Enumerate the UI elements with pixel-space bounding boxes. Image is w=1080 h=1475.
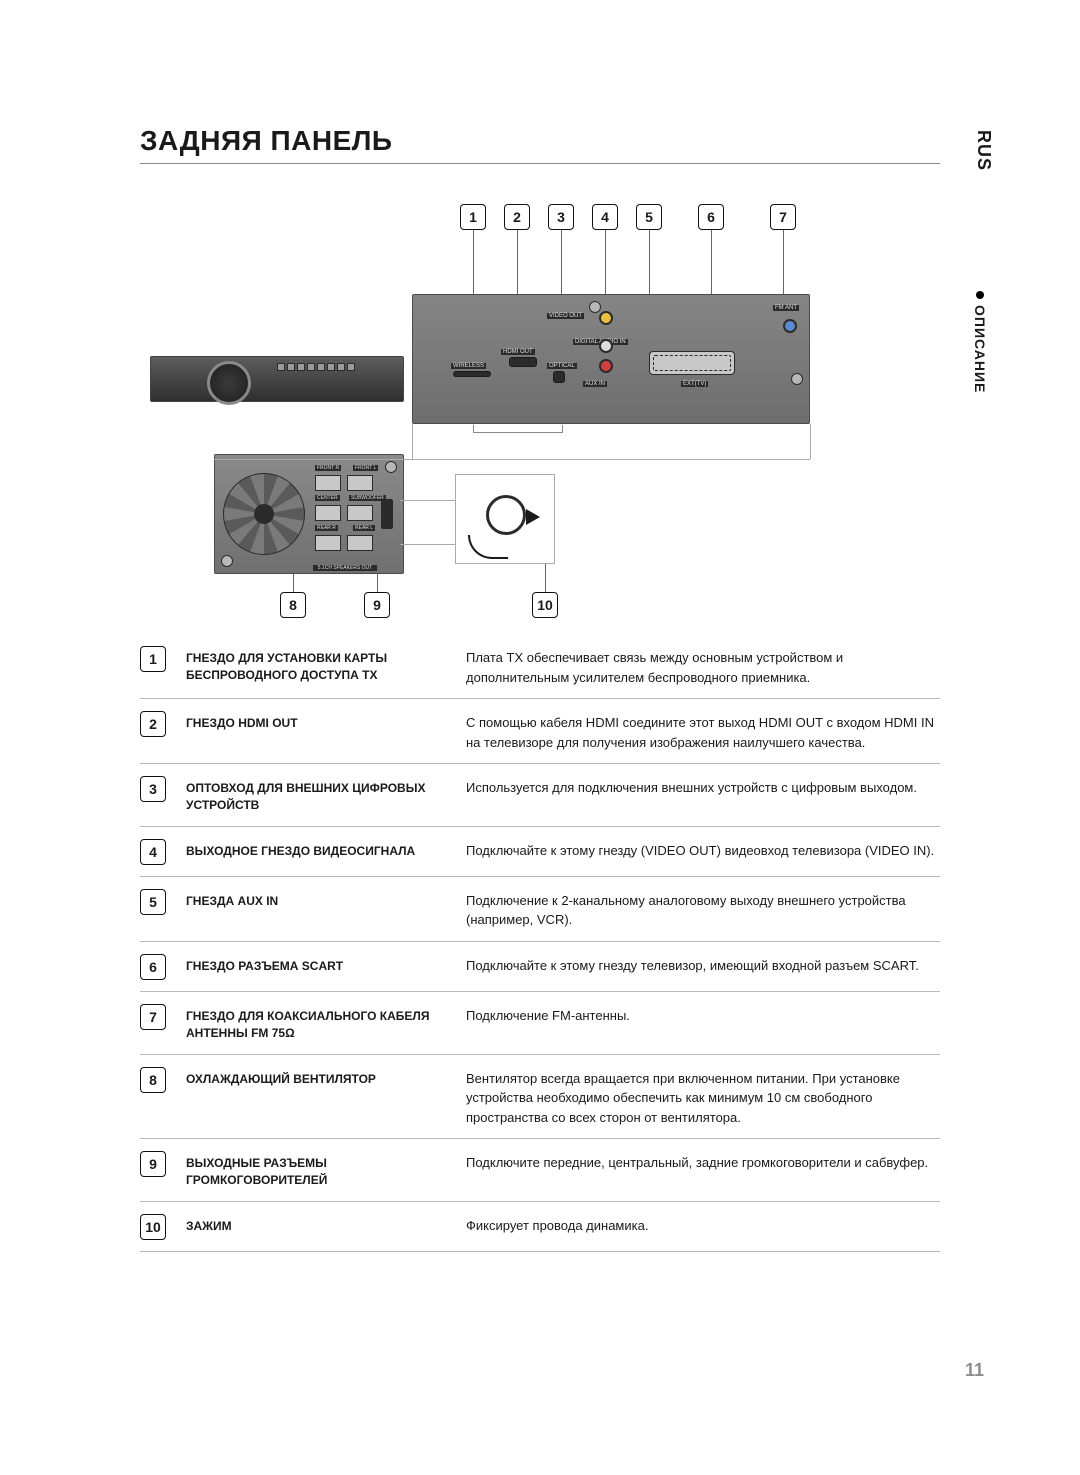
page-title: ЗАДНЯЯ ПАНЕЛЬ — [140, 125, 940, 164]
language-tab: RUS — [973, 130, 994, 171]
row-label: ГНЕЗДО ДЛЯ УСТАНОВКИ КАРТЫ БЕСПРОВОДНОГО… — [186, 646, 466, 685]
row-label: ВЫХОДНОЕ ГНЕЗДО ВИДЕОСИГНАЛА — [186, 839, 466, 860]
row-text: Плата TX обеспечивает связь между основн… — [466, 646, 940, 687]
callout-1: 1 — [460, 204, 486, 230]
callout-2: 2 — [504, 204, 530, 230]
row-number: 8 — [140, 1067, 166, 1093]
callout-4: 4 — [592, 204, 618, 230]
bullet-icon — [976, 291, 984, 299]
callout-7: 7 — [770, 204, 796, 230]
callout-9: 9 — [364, 592, 390, 618]
row-number: 6 — [140, 954, 166, 980]
row-label: ГНЕЗДО РАЗЪЕМА SCART — [186, 954, 466, 975]
table-row: 5 ГНЕЗДА AUX IN Подключение к 2-канально… — [140, 877, 940, 942]
rear-panel: VIDEO OUT HDMI OUT WIRELESS OPTICAL DIGI… — [412, 294, 810, 424]
row-number: 9 — [140, 1151, 166, 1177]
row-text: Подключайте к этому гнезду (VIDEO OUT) в… — [466, 839, 940, 861]
row-number: 2 — [140, 711, 166, 737]
row-text: Подключение FM-антенны. — [466, 1004, 940, 1026]
table-row: 4 ВЫХОДНОЕ ГНЕЗДО ВИДЕОСИГНАЛА Подключай… — [140, 827, 940, 877]
callout-8: 8 — [280, 592, 306, 618]
row-label: ГНЕЗДА AUX IN — [186, 889, 466, 910]
callout-5: 5 — [636, 204, 662, 230]
callout-3: 3 — [548, 204, 574, 230]
row-text: Подключите передние, центральный, задние… — [466, 1151, 940, 1173]
row-number: 5 — [140, 889, 166, 915]
device-side-view — [150, 356, 404, 402]
row-number: 10 — [140, 1214, 166, 1240]
description-table: 1 ГНЕЗДО ДЛЯ УСТАНОВКИ КАРТЫ БЕСПРОВОДНО… — [140, 634, 940, 1252]
callout-6: 6 — [698, 204, 724, 230]
row-label: ГНЕЗДО HDMI OUT — [186, 711, 466, 732]
callout-10: 10 — [532, 592, 558, 618]
page-number: 11 — [965, 1360, 984, 1381]
row-number: 1 — [140, 646, 166, 672]
clamp-detail — [455, 474, 555, 564]
row-label: ГНЕЗДО ДЛЯ КОАКСИАЛЬНОГО КАБЕЛЯ АНТЕННЫ … — [186, 1004, 466, 1043]
row-text: Фиксирует провода динамика. — [466, 1214, 940, 1236]
table-row: 10 ЗАЖИМ Фиксирует провода динамика. — [140, 1202, 940, 1252]
row-label: ВЫХОДНЫЕ РАЗЪЕМЫ ГРОМКОГОВОРИТЕЛЕЙ — [186, 1151, 466, 1190]
row-text: С помощью кабеля HDMI соедините этот вых… — [466, 711, 940, 752]
row-text: Подключайте к этому гнезду телевизор, им… — [466, 954, 940, 976]
row-number: 7 — [140, 1004, 166, 1030]
row-label: ЗАЖИМ — [186, 1214, 466, 1235]
table-row: 6 ГНЕЗДО РАЗЪЕМА SCART Подключайте к это… — [140, 942, 940, 992]
table-row: 3 ОПТОВХОД ДЛЯ ВНЕШНИХ ЦИФРОВЫХ УСТРОЙСТ… — [140, 764, 940, 827]
row-text: Подключение к 2-канальному аналоговому в… — [466, 889, 940, 930]
row-text: Вентилятор всегда вращается при включенн… — [466, 1067, 940, 1128]
table-row: 8 ОХЛАЖДАЮЩИЙ ВЕНТИЛЯТОР Вентилятор всег… — [140, 1055, 940, 1140]
row-label: ОХЛАЖДАЮЩИЙ ВЕНТИЛЯТОР — [186, 1067, 466, 1088]
cooling-fan-icon — [223, 473, 305, 555]
row-number: 4 — [140, 839, 166, 865]
table-row: 9 ВЫХОДНЫЕ РАЗЪЕМЫ ГРОМКОГОВОРИТЕЛЕЙ Под… — [140, 1139, 940, 1202]
table-row: 1 ГНЕЗДО ДЛЯ УСТАНОВКИ КАРТЫ БЕСПРОВОДНО… — [140, 634, 940, 699]
row-label: ОПТОВХОД ДЛЯ ВНЕШНИХ ЦИФРОВЫХ УСТРОЙСТВ — [186, 776, 466, 815]
section-side-label: ОПИСАНИЕ — [972, 305, 988, 393]
row-text: Используется для подключения внешних уст… — [466, 776, 940, 798]
rear-panel-diagram: 1 2 3 4 5 6 7 VIDEO OUT HDMI OUT WIR — [150, 204, 810, 634]
speaker-output-panel: FRONT R FRONT L CENTER SUBWOOFER REAR R … — [214, 454, 404, 574]
scart-port — [649, 351, 735, 375]
table-row: 2 ГНЕЗДО HDMI OUT С помощью кабеля HDMI … — [140, 699, 940, 764]
row-number: 3 — [140, 776, 166, 802]
table-row: 7 ГНЕЗДО ДЛЯ КОАКСИАЛЬНОГО КАБЕЛЯ АНТЕНН… — [140, 992, 940, 1055]
